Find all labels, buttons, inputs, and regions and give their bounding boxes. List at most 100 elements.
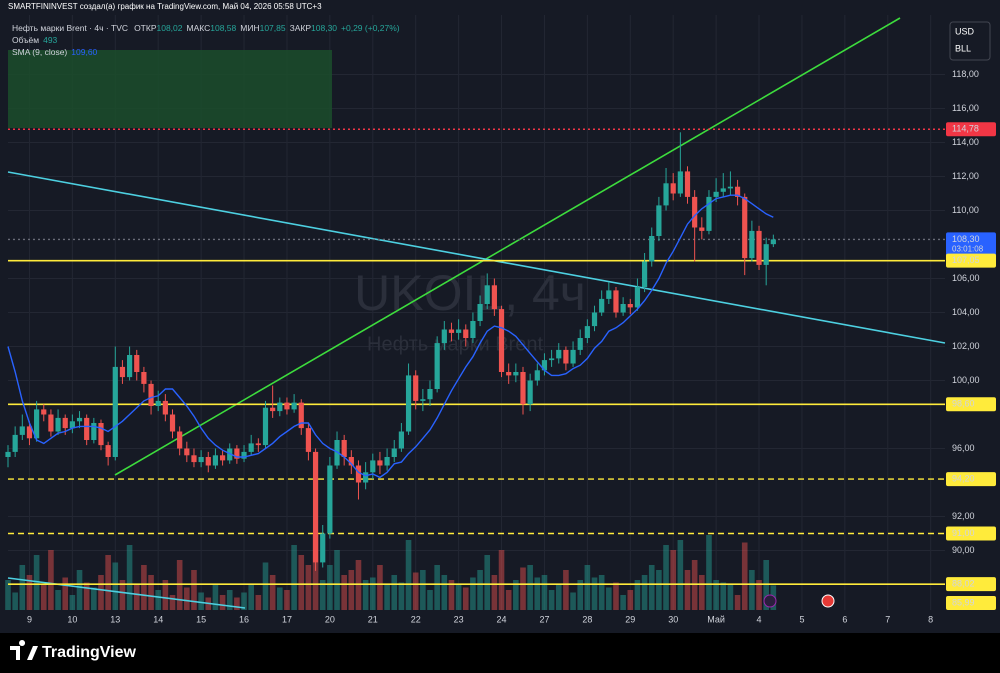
volume-bar xyxy=(706,535,712,610)
volume-bar xyxy=(298,555,305,610)
volume-bar xyxy=(98,575,104,610)
volume-bar xyxy=(741,542,748,610)
price-label: 94,20 xyxy=(952,473,975,483)
x-tick-label: 17 xyxy=(282,614,292,624)
x-tick-label: 14 xyxy=(153,614,163,624)
candle-body xyxy=(599,298,605,313)
volume-bar xyxy=(563,570,569,610)
candle-body xyxy=(434,343,440,389)
candle-body xyxy=(112,366,118,457)
ohlc-label: МИН xyxy=(240,23,259,33)
volume-bar xyxy=(699,575,705,610)
candle-body xyxy=(520,372,526,405)
volume-bar xyxy=(226,590,233,610)
x-tick-label: Май xyxy=(707,614,725,624)
volume-bar xyxy=(305,565,312,610)
candle-body xyxy=(91,423,97,440)
candle-body xyxy=(227,448,233,461)
candle-body xyxy=(148,383,154,406)
currency-box[interactable] xyxy=(949,21,991,61)
candle-body xyxy=(742,196,748,259)
candle-body xyxy=(527,380,533,405)
candle-body xyxy=(727,186,734,189)
volume-bar xyxy=(763,560,769,610)
volume-bar xyxy=(234,597,240,610)
volume-bar xyxy=(448,580,455,610)
volume-bar xyxy=(691,560,698,610)
sma-line xyxy=(7,194,774,479)
candle-body xyxy=(298,402,304,429)
volume-label: Объём xyxy=(12,35,39,45)
volume-bar xyxy=(33,555,40,610)
event-icon[interactable] xyxy=(763,594,777,608)
volume-bar xyxy=(112,562,119,610)
volume-bar xyxy=(756,580,762,610)
volume-bar xyxy=(577,580,584,610)
candle-body xyxy=(105,445,111,457)
volume-bar xyxy=(362,580,369,610)
volume-bar xyxy=(384,585,390,610)
price-label: 85,99 xyxy=(952,597,975,607)
candle-body xyxy=(126,355,133,378)
candle-body xyxy=(291,402,297,410)
volume-bar xyxy=(119,580,126,610)
candle-body xyxy=(219,455,226,461)
volume-bar xyxy=(405,540,412,610)
trend-line xyxy=(7,171,946,344)
candle-body xyxy=(413,375,419,401)
volume-bar xyxy=(212,585,219,610)
candle-body xyxy=(699,227,705,231)
ohlc-value: 107,85 xyxy=(260,23,286,33)
candle-body xyxy=(305,428,312,452)
event-icon[interactable] xyxy=(821,594,835,608)
volume-bar xyxy=(427,590,433,610)
volume-bar xyxy=(55,590,61,610)
x-tick-label: 22 xyxy=(411,614,421,624)
candle-body xyxy=(770,239,776,245)
volume-bar xyxy=(412,572,419,610)
candle-body xyxy=(241,451,247,459)
volume-bar xyxy=(634,580,641,610)
candle-body xyxy=(155,400,161,406)
legend-ohlc: Нефть марки Brent · 4ч · TVC ОТКР108,02 МА… xyxy=(12,23,400,33)
volume-bar xyxy=(441,575,448,610)
candle-body xyxy=(327,465,333,534)
volume-bar xyxy=(584,565,591,610)
volume-bar xyxy=(548,590,555,610)
volume-bar xyxy=(498,550,505,610)
volume-bar xyxy=(248,585,254,610)
candle-body xyxy=(549,358,555,361)
volume-bar xyxy=(613,582,619,610)
y-tick-label: 106,00 xyxy=(952,273,980,283)
price-label-box xyxy=(946,253,996,268)
candle-body xyxy=(26,426,33,439)
volume-bar xyxy=(126,545,133,610)
volume-bar xyxy=(69,595,76,610)
candle-body xyxy=(613,290,619,313)
ohlc-value: 108,02 xyxy=(157,23,183,33)
candle-body xyxy=(749,230,755,259)
x-tick-label: 24 xyxy=(497,614,507,624)
volume-bar xyxy=(83,582,90,610)
volume-bar xyxy=(527,565,533,610)
change: +0,29 (+0,27%) xyxy=(341,23,400,33)
price-label: 91,00 xyxy=(952,528,975,538)
volume-bar xyxy=(48,550,54,610)
axes: 90,00 92,00 96,00 100,00 102,00 104,00 106,00 1… xyxy=(27,69,996,624)
volume-bar xyxy=(641,575,648,610)
volume-bar xyxy=(727,585,734,610)
price-label: 98,60 xyxy=(952,399,975,409)
candle-body xyxy=(477,304,483,321)
volume-bar xyxy=(591,577,598,610)
candle-body xyxy=(463,329,469,338)
candle-body xyxy=(556,349,562,359)
price-label: 108,30 xyxy=(952,234,980,244)
zone-rectangle xyxy=(8,50,332,128)
candle-body xyxy=(470,321,476,338)
candle-body xyxy=(491,285,497,310)
candle-body xyxy=(69,421,75,429)
candle-body xyxy=(713,191,719,197)
candle-body xyxy=(277,402,283,412)
volume-bar xyxy=(341,575,347,610)
